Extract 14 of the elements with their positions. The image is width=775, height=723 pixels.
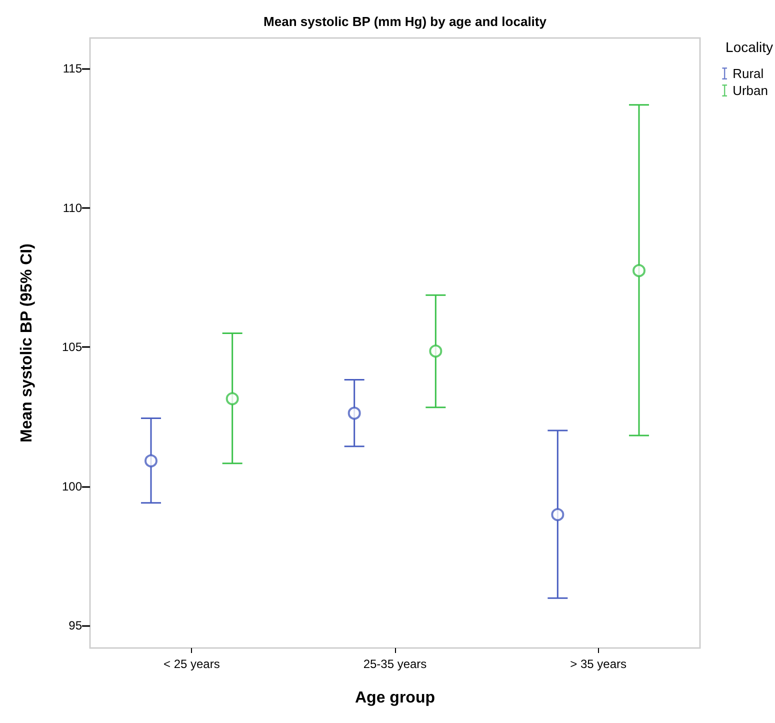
legend-label: Rural xyxy=(732,66,764,81)
y-tick-label: 115 xyxy=(62,62,82,76)
y-tick-label: 95 xyxy=(68,618,82,633)
y-tick-label: 105 xyxy=(62,340,82,354)
legend-label: Urban xyxy=(732,83,768,98)
y-tick-label: 110 xyxy=(62,200,82,215)
legend-title: Locality xyxy=(726,39,773,55)
y-tick-label: 100 xyxy=(62,479,82,494)
y-axis-title: Mean systolic BP (95% CI) xyxy=(18,244,36,442)
x-tick-label: 25-35 years xyxy=(363,657,427,671)
x-axis-title: Age group xyxy=(355,690,436,706)
x-tick-label: < 25 years xyxy=(163,657,220,671)
x-tick-label: > 35 years xyxy=(570,657,627,671)
chart-title: Mean systolic BP (mm Hg) by age and locality xyxy=(264,14,548,29)
